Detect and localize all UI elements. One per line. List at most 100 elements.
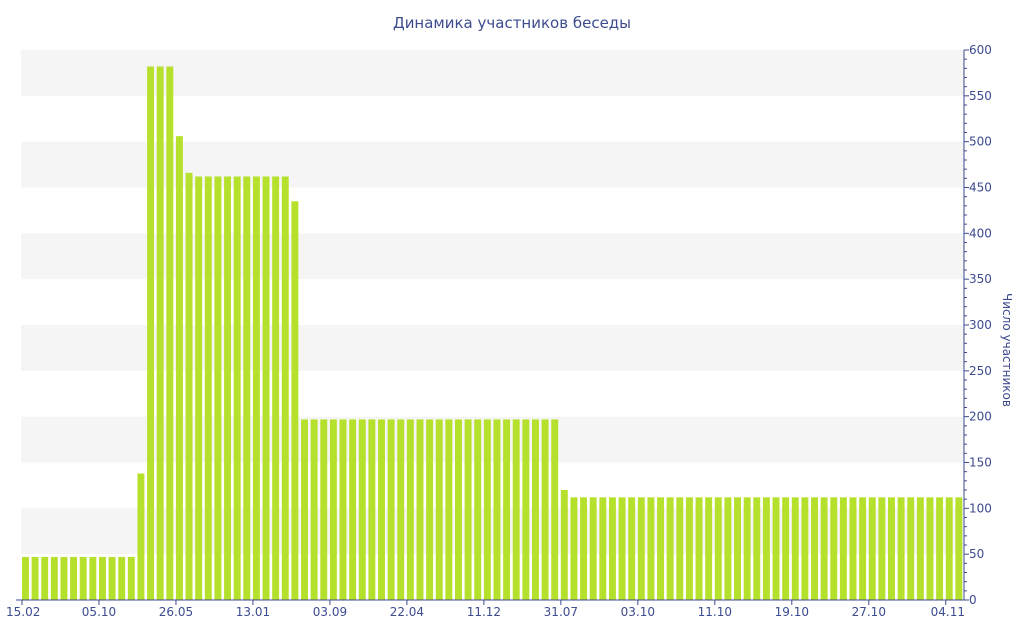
- bar[interactable]: [378, 419, 385, 600]
- bar[interactable]: [916, 497, 924, 600]
- bar[interactable]: [522, 419, 530, 600]
- bar[interactable]: [907, 497, 915, 600]
- bar[interactable]: [714, 497, 722, 600]
- bar[interactable]: [41, 556, 49, 600]
- bar[interactable]: [657, 497, 665, 600]
- bar[interactable]: [570, 497, 578, 600]
- bar[interactable]: [791, 497, 799, 600]
- bar[interactable]: [22, 556, 29, 600]
- bar[interactable]: [753, 497, 761, 600]
- bar[interactable]: [60, 556, 68, 600]
- bar[interactable]: [734, 497, 741, 600]
- bar[interactable]: [637, 497, 645, 600]
- bar[interactable]: [685, 497, 693, 600]
- bar[interactable]: [166, 66, 174, 601]
- bar[interactable]: [955, 497, 963, 600]
- bar[interactable]: [175, 136, 183, 601]
- bar[interactable]: [743, 497, 751, 600]
- bar[interactable]: [772, 497, 780, 600]
- bar[interactable]: [320, 419, 328, 600]
- chart-title: Динамика участников беседы: [393, 14, 631, 32]
- bar[interactable]: [888, 497, 895, 600]
- bar[interactable]: [830, 497, 838, 600]
- bar[interactable]: [252, 176, 260, 601]
- bar[interactable]: [580, 497, 588, 600]
- bar[interactable]: [156, 66, 164, 601]
- bar[interactable]: [695, 497, 703, 600]
- x-tick-label: 19.10: [775, 605, 809, 619]
- bar[interactable]: [811, 497, 818, 600]
- bar[interactable]: [127, 556, 135, 600]
- bar[interactable]: [599, 497, 607, 600]
- bar[interactable]: [233, 176, 241, 601]
- bar[interactable]: [608, 497, 616, 600]
- bar[interactable]: [70, 556, 78, 600]
- bar[interactable]: [512, 419, 520, 600]
- bar[interactable]: [868, 497, 876, 600]
- bar[interactable]: [483, 419, 491, 600]
- bar[interactable]: [839, 497, 847, 600]
- bar[interactable]: [560, 490, 568, 600]
- bar[interactable]: [204, 176, 212, 601]
- bar[interactable]: [79, 556, 87, 600]
- bar[interactable]: [358, 419, 366, 600]
- bar[interactable]: [676, 497, 684, 600]
- bar[interactable]: [329, 419, 337, 600]
- bar[interactable]: [339, 419, 347, 600]
- bar[interactable]: [926, 497, 934, 600]
- bar[interactable]: [406, 419, 414, 600]
- bar[interactable]: [224, 176, 231, 601]
- bar[interactable]: [349, 419, 357, 600]
- bar[interactable]: [435, 419, 443, 600]
- bar[interactable]: [272, 176, 280, 601]
- bar[interactable]: [666, 497, 674, 600]
- bar[interactable]: [147, 66, 155, 601]
- bar[interactable]: [647, 497, 655, 600]
- bar[interactable]: [801, 497, 809, 600]
- bar[interactable]: [214, 176, 222, 601]
- bar[interactable]: [897, 497, 905, 600]
- bar[interactable]: [849, 497, 857, 600]
- bar[interactable]: [464, 419, 472, 600]
- bar[interactable]: [89, 556, 97, 600]
- bar[interactable]: [281, 176, 289, 601]
- bar[interactable]: [493, 419, 501, 600]
- bar[interactable]: [551, 419, 559, 600]
- bar[interactable]: [397, 419, 405, 600]
- bar[interactable]: [945, 497, 953, 600]
- bar[interactable]: [445, 419, 453, 600]
- bar[interactable]: [368, 419, 376, 600]
- bar[interactable]: [416, 419, 424, 600]
- bar[interactable]: [31, 556, 39, 600]
- bar[interactable]: [118, 556, 126, 600]
- bar[interactable]: [859, 497, 867, 600]
- bar[interactable]: [936, 497, 944, 600]
- bar[interactable]: [474, 419, 482, 600]
- bar[interactable]: [762, 497, 770, 600]
- bar[interactable]: [724, 497, 732, 600]
- bar[interactable]: [310, 419, 318, 600]
- bar[interactable]: [98, 556, 106, 600]
- bar[interactable]: [628, 497, 636, 600]
- bar[interactable]: [50, 556, 58, 600]
- bar[interactable]: [243, 176, 251, 601]
- bar[interactable]: [291, 201, 299, 600]
- bar[interactable]: [387, 419, 395, 600]
- bar[interactable]: [137, 473, 145, 601]
- bar[interactable]: [820, 497, 828, 600]
- bar[interactable]: [878, 497, 886, 600]
- bar[interactable]: [531, 419, 539, 600]
- bar[interactable]: [426, 419, 434, 600]
- bar[interactable]: [195, 176, 203, 601]
- bar[interactable]: [541, 419, 549, 600]
- bar[interactable]: [108, 556, 116, 600]
- bar[interactable]: [589, 497, 597, 600]
- bar[interactable]: [503, 419, 511, 600]
- bar[interactable]: [782, 497, 790, 600]
- bar[interactable]: [185, 172, 193, 600]
- bar[interactable]: [301, 419, 308, 600]
- bar[interactable]: [262, 176, 270, 601]
- bar[interactable]: [618, 497, 626, 600]
- bar[interactable]: [455, 419, 462, 600]
- bar[interactable]: [705, 497, 713, 600]
